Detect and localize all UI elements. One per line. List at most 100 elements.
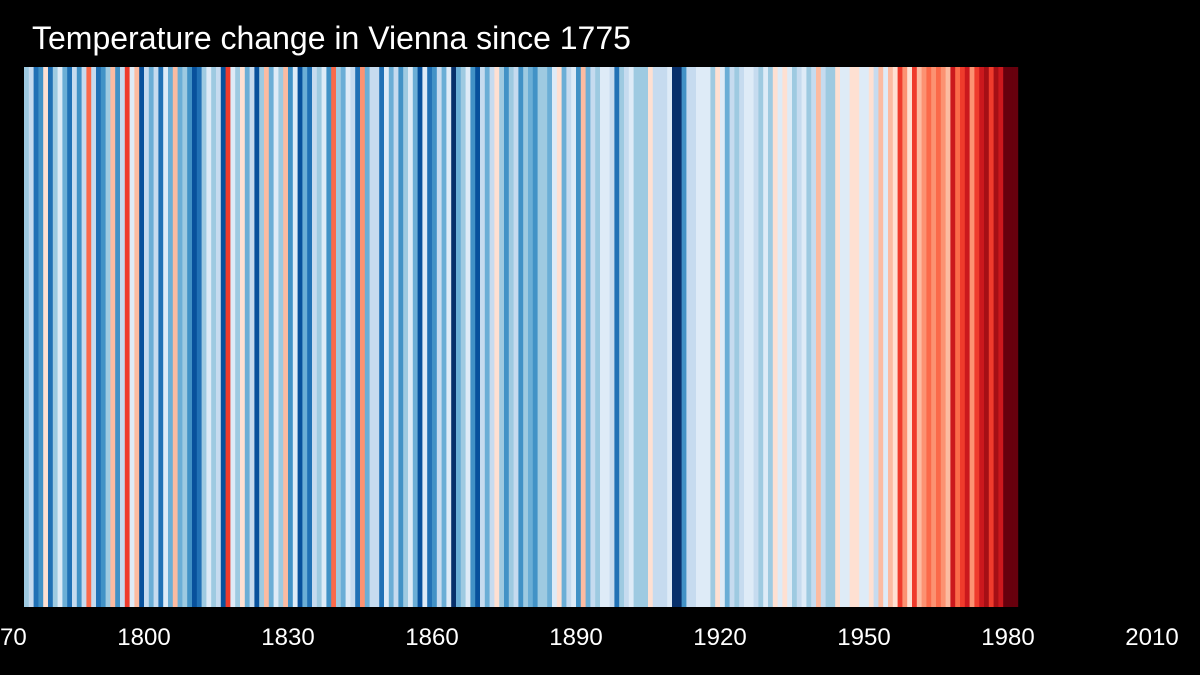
stripe-1813 — [206, 67, 212, 607]
stripe-1776 — [28, 67, 35, 607]
stripe-1951 — [868, 67, 875, 607]
stripe-1934 — [787, 67, 793, 607]
stripe-1781 — [52, 67, 59, 607]
stripe-1887 — [561, 67, 567, 607]
stripe-1823 — [254, 67, 260, 607]
stripe-1871 — [484, 67, 491, 607]
stripe-1957 — [897, 67, 903, 607]
stripe-1790 — [96, 67, 102, 607]
x-tick-label: 1980 — [981, 624, 1034, 651]
stripe-1947 — [849, 67, 855, 607]
stripe-1972 — [969, 67, 975, 607]
stripe-1946 — [844, 67, 851, 607]
stripe-1866 — [460, 67, 467, 607]
stripe-1821 — [244, 67, 251, 607]
stripe-1853 — [398, 67, 404, 607]
stripe-1826 — [268, 67, 275, 607]
stripe-1843 — [350, 67, 356, 607]
stripe-1975 — [984, 67, 990, 607]
stripe-1857 — [417, 67, 423, 607]
stripe-1812 — [201, 67, 207, 607]
stripe-1855 — [408, 67, 414, 607]
chart-title: Temperature change in Vienna since 1775 — [32, 20, 631, 56]
stripe-1912 — [681, 67, 687, 607]
stripe-1888 — [566, 67, 572, 607]
stripe-1958 — [902, 67, 908, 607]
stripe-1825 — [264, 67, 270, 607]
stripe-1792 — [105, 67, 111, 607]
stripe-1963 — [926, 67, 932, 607]
stripe-1795 — [120, 67, 126, 607]
stripe-1917 — [705, 67, 711, 607]
stripe-1819 — [235, 67, 241, 607]
stripe-1970 — [960, 67, 966, 607]
stripe-1906 — [652, 67, 659, 607]
stripe-1979 — [1003, 67, 1009, 607]
stripe-1816 — [220, 67, 227, 607]
stripe-1838 — [326, 67, 332, 607]
stripe-1974 — [979, 67, 985, 607]
stripe-1895 — [600, 67, 606, 607]
stripe-1803 — [158, 67, 164, 607]
stripe-1904 — [643, 67, 649, 607]
stripe-1809 — [187, 67, 193, 607]
stripe-1836 — [316, 67, 323, 607]
stripe-1861 — [436, 67, 443, 607]
stripe-1830 — [288, 67, 294, 607]
stripe-1867 — [465, 67, 471, 607]
stripe-1942 — [825, 67, 831, 607]
stripe-1827 — [273, 67, 279, 607]
stripe-1916 — [700, 67, 707, 607]
stripe-1856 — [412, 67, 419, 607]
stripe-1980 — [1008, 67, 1014, 607]
stripe-1933 — [782, 67, 788, 607]
stripe-1880 — [528, 67, 534, 607]
stripe-1903 — [638, 67, 644, 607]
stripe-1778 — [38, 67, 44, 607]
stripe-1961 — [916, 67, 923, 607]
stripe-group — [24, 67, 1019, 607]
stripe-1944 — [835, 67, 841, 607]
stripe-1834 — [307, 67, 313, 607]
stripe-1804 — [163, 67, 169, 607]
stripe-1936 — [796, 67, 803, 607]
stripe-1962 — [921, 67, 927, 607]
stripe-1927 — [753, 67, 759, 607]
stripe-1948 — [854, 67, 860, 607]
stripe-1955 — [888, 67, 894, 607]
stripe-1965 — [936, 67, 942, 607]
stripe-1967 — [945, 67, 951, 607]
stripe-1898 — [614, 67, 620, 607]
stripe-1862 — [441, 67, 447, 607]
stripe-1924 — [739, 67, 745, 607]
stripe-1954 — [883, 67, 889, 607]
stripe-1794 — [115, 67, 121, 607]
stripe-1932 — [777, 67, 783, 607]
stripe-1832 — [297, 67, 303, 607]
stripe-1889 — [571, 67, 577, 607]
stripe-1918 — [710, 67, 716, 607]
stripe-1863 — [446, 67, 452, 607]
stripe-1956 — [892, 67, 899, 607]
stripe-1840 — [336, 67, 342, 607]
stripe-1937 — [801, 67, 807, 607]
stripe-1877 — [513, 67, 519, 607]
stripe-1935 — [792, 67, 798, 607]
stripe-1847 — [369, 67, 375, 607]
stripe-1939 — [811, 67, 817, 607]
stripe-1807 — [177, 67, 183, 607]
stripe-1899 — [619, 67, 625, 607]
x-tick-label: 2010 — [1125, 624, 1178, 651]
stripe-1931 — [772, 67, 779, 607]
stripe-1923 — [734, 67, 740, 607]
stripe-1929 — [763, 67, 769, 607]
stripe-1968 — [950, 67, 956, 607]
stripe-1971 — [964, 67, 971, 607]
stripe-1897 — [609, 67, 615, 607]
stripe-1805 — [168, 67, 174, 607]
stripe-1852 — [393, 67, 399, 607]
stripe-1891 — [580, 67, 587, 607]
x-tick-label: 1860 — [405, 624, 458, 651]
stripe-1908 — [662, 67, 668, 607]
x-tick-label: 1800 — [117, 624, 170, 651]
